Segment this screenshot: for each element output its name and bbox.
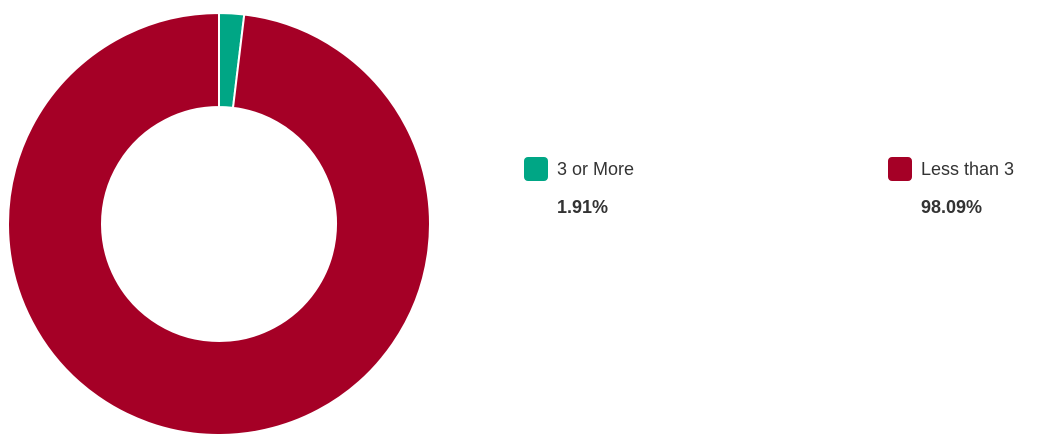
legend-swatch-3-or-more [524, 157, 548, 181]
donut-slice-less-than-3 [7, 11, 431, 434]
legend-value-3-or-more: 1.91% [557, 197, 609, 217]
donut-chart [7, 11, 431, 434]
legend-swatch-less-than-3 [888, 157, 912, 181]
legend-label-3-or-more: 3 or More [557, 159, 635, 179]
legend-label-less-than-3: Less than 3 [921, 159, 1015, 179]
legend-value-less-than-3: 98.09% [921, 197, 983, 217]
